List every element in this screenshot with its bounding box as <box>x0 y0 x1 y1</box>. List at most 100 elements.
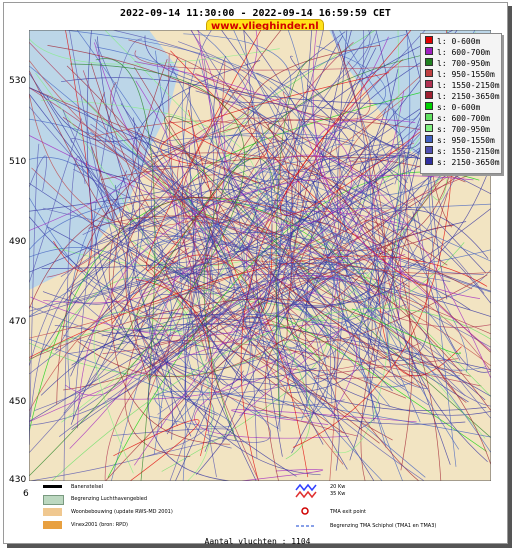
flight-track <box>337 30 399 245</box>
flight-track <box>94 209 297 477</box>
key-tma-exit-label: TMA exit point <box>330 509 367 515</box>
flight-track <box>29 105 425 481</box>
legend-swatch <box>425 69 433 77</box>
flight-track <box>55 197 183 352</box>
flight-track <box>280 30 491 216</box>
flight-track <box>29 143 40 445</box>
flight-count: Aantal vluchten : 1104 <box>204 537 311 546</box>
flight-track <box>29 86 321 204</box>
key-runway-label: Banenstelsel <box>71 484 104 490</box>
flight-track <box>64 276 177 396</box>
flight-track <box>120 103 348 470</box>
flight-track <box>364 220 491 353</box>
flight-track <box>66 242 163 344</box>
flight-track <box>54 324 381 430</box>
flight-track <box>29 38 280 65</box>
map-frame: 2022-09-14 11:30:00 - 2022-09-14 16:59:5… <box>3 2 508 544</box>
flight-track <box>190 30 355 272</box>
key-20kw-label: 20 Kw <box>330 484 346 490</box>
flight-track <box>160 72 390 165</box>
legend-label: l: 2150-3650m <box>437 92 500 101</box>
legend-label: l: 1550-2150m <box>437 81 500 90</box>
flight-track <box>51 307 491 481</box>
flight-track <box>315 119 491 352</box>
flight-track <box>203 58 215 294</box>
flight-track <box>256 72 386 461</box>
flight-track <box>254 297 426 478</box>
flight-track <box>53 30 93 272</box>
y-tick-label: 490 <box>9 237 27 247</box>
legend-item: s: 1550-2150m <box>425 146 500 157</box>
flight-track <box>90 131 355 280</box>
altitude-legend: l: 0-600m l: 600-700m l: 700-950m l: 950… <box>420 33 502 174</box>
flight-track <box>77 109 491 377</box>
runway-swatch <box>43 485 62 488</box>
tma-boundary-icon <box>296 525 316 527</box>
flight-track <box>95 92 345 434</box>
flight-track <box>198 30 466 226</box>
flight-track <box>70 178 390 425</box>
flight-track <box>181 60 491 271</box>
y-tick-label: 450 <box>9 397 27 407</box>
flight-track <box>264 339 330 481</box>
flight-track <box>29 261 212 312</box>
flight-track <box>243 30 312 229</box>
flight-track <box>194 351 350 439</box>
legend-swatch <box>425 47 433 55</box>
y-tick-label: 530 <box>9 76 27 86</box>
legend-label: l: 600-700m <box>437 48 490 57</box>
flight-track <box>304 272 421 356</box>
flight-track <box>215 200 327 304</box>
flight-track <box>72 38 143 420</box>
flight-track <box>190 156 491 292</box>
flight-track <box>216 33 407 481</box>
key-airport-boundary-label: Begrenzing Luchthavengebied <box>71 496 148 502</box>
flight-track <box>204 232 294 452</box>
flight-track <box>192 100 466 425</box>
flight-track <box>367 228 491 422</box>
x-tick-label: 60 <box>23 489 34 499</box>
legend-swatch <box>425 146 433 154</box>
flight-track <box>94 30 324 223</box>
flight-track <box>46 277 208 355</box>
flight-track <box>101 323 340 471</box>
flight-track <box>178 145 491 353</box>
flight-track <box>76 30 251 401</box>
flight-track <box>242 30 451 465</box>
key-residential-label: Woonbebouwing (update RWS-MD 2001) <box>71 509 173 515</box>
flight-track <box>29 298 491 467</box>
flight-track <box>312 30 481 299</box>
flight-track <box>141 238 274 319</box>
flight-track <box>295 45 386 146</box>
flight-track <box>125 154 418 232</box>
flight-track <box>110 30 255 156</box>
flight-track <box>106 201 373 279</box>
legend-item: l: 700-950m <box>425 58 490 69</box>
flight-track <box>331 30 425 268</box>
flight-track <box>170 50 429 286</box>
flight-track <box>29 63 245 477</box>
legend-label: s: 700-950m <box>437 125 490 134</box>
flight-track <box>184 30 373 449</box>
flight-track <box>134 61 353 203</box>
flight-track <box>182 30 217 478</box>
flight-track <box>29 93 491 416</box>
flight-track <box>315 212 387 448</box>
flight-track <box>275 57 313 418</box>
flight-track <box>387 84 438 388</box>
legend-item: s: 600-700m <box>425 113 490 124</box>
flight-track <box>78 144 491 412</box>
flight-track <box>144 35 391 105</box>
flight-track <box>272 98 484 275</box>
flight-track <box>267 123 396 247</box>
flight-track <box>88 215 491 412</box>
flight-track <box>228 175 427 392</box>
flight-track <box>154 390 491 438</box>
flight-track <box>90 63 276 265</box>
flight-track <box>246 154 491 380</box>
flight-track <box>29 59 491 275</box>
flight-track <box>244 140 415 326</box>
flight-track <box>77 174 474 429</box>
legend-label: l: 0-600m <box>437 37 481 46</box>
flight-track <box>360 238 407 481</box>
